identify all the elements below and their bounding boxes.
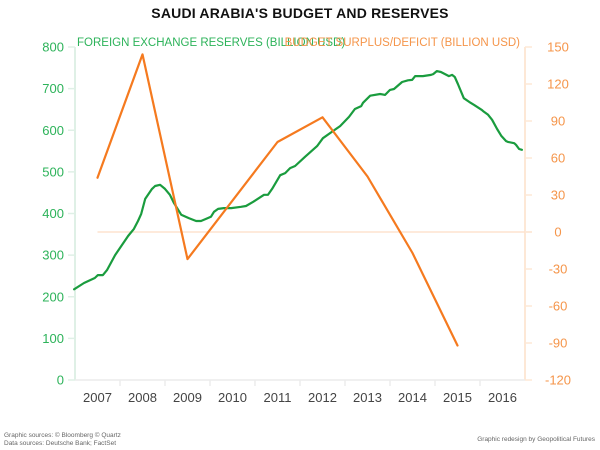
right-tick-label: 120 <box>547 77 569 92</box>
right-tick-label: 90 <box>551 114 565 129</box>
x-tick-label: 2015 <box>443 390 472 405</box>
left-tick-label: 200 <box>42 289 64 304</box>
x-tick-label: 2008 <box>128 390 157 405</box>
right-tick-label: 0 <box>554 225 561 240</box>
footer-data-sources: Data sources: Deutsche Bank; FactSet <box>4 440 116 447</box>
right-tick-label: -60 <box>549 299 568 314</box>
right-tick-label: 60 <box>551 151 565 166</box>
footer-sources: Graphic sources: © Bloomberg © Quartz Da… <box>4 432 121 448</box>
x-tick-label: 2016 <box>488 390 517 405</box>
x-tick-label: 2009 <box>173 390 202 405</box>
x-tick-label: 2013 <box>353 390 382 405</box>
footer-graphic-sources: Graphic sources: © Bloomberg © Quartz <box>4 432 121 439</box>
x-tick-label: 2010 <box>218 390 247 405</box>
left-tick-label: 100 <box>42 331 64 346</box>
left-tick-label: 400 <box>42 206 64 221</box>
budget-line <box>96 53 459 347</box>
x-tick-label: 2012 <box>308 390 337 405</box>
chart-title: SAUDI ARABIA'S BUDGET AND RESERVES <box>151 5 449 21</box>
right-tick-label: 30 <box>551 188 565 203</box>
footer-credit: Graphic redesign by Geopolitical Futures <box>477 436 595 443</box>
left-tick-label: 800 <box>42 40 64 55</box>
x-tick-label: 2011 <box>264 390 292 405</box>
left-axis-label: FOREIGN EXCHANGE RESERVES (BILLION USD) <box>77 37 345 49</box>
right-tick-label: -120 <box>545 373 571 388</box>
right-axis-label: BUDGET SURPLUS/DEFICIT (BILLION USD) <box>285 37 521 49</box>
left-tick-label: 0 <box>57 373 64 388</box>
left-tick-label: 300 <box>42 248 64 263</box>
reserves-line <box>73 70 523 291</box>
left-tick-label: 500 <box>42 164 64 179</box>
left-tick-label: 600 <box>42 123 64 138</box>
left-tick-label: 700 <box>42 81 64 96</box>
right-tick-label: -30 <box>549 262 568 277</box>
x-tick-label: 2007 <box>83 390 112 405</box>
right-tick-label: -90 <box>549 336 568 351</box>
x-tick-label: 2014 <box>398 390 427 405</box>
right-tick-label: 150 <box>547 40 569 55</box>
